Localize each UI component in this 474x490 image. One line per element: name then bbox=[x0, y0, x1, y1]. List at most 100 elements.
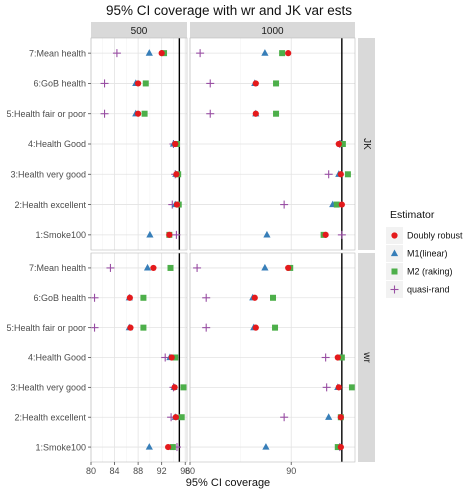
point-dr bbox=[335, 384, 342, 391]
point-dr bbox=[285, 50, 292, 57]
panel-border bbox=[189, 252, 356, 463]
point-dr bbox=[252, 80, 259, 87]
panel-border bbox=[189, 37, 356, 251]
point-qr bbox=[280, 200, 289, 209]
x-tick-label: 80 bbox=[86, 466, 96, 476]
point-m2 bbox=[141, 110, 148, 117]
point-m2 bbox=[172, 354, 179, 361]
point-dr bbox=[252, 324, 259, 331]
strip-right-bg bbox=[358, 253, 375, 462]
point-qr bbox=[112, 49, 121, 58]
point-dr bbox=[173, 201, 181, 208]
point-qr bbox=[206, 109, 215, 118]
point-dr bbox=[135, 110, 142, 117]
point-dr bbox=[126, 294, 133, 301]
point-m2 bbox=[348, 384, 355, 391]
point-m2 bbox=[180, 384, 187, 391]
strip-top-label: 500 bbox=[131, 26, 148, 37]
y-tick-label: 1:Smoke100 bbox=[35, 442, 86, 452]
point-dr bbox=[173, 171, 180, 178]
y-tick-label: 3:Health very good bbox=[10, 383, 86, 393]
y-tick-label: 2:Health excellent bbox=[14, 200, 86, 210]
point-dr bbox=[166, 231, 173, 238]
point-m2 bbox=[140, 324, 147, 331]
point-m1 bbox=[261, 263, 269, 271]
point-m1 bbox=[143, 263, 152, 271]
point-m1 bbox=[263, 230, 271, 238]
point-m2 bbox=[272, 324, 279, 331]
point-dr bbox=[127, 324, 134, 331]
y-tick-label: 7:Mean health bbox=[29, 48, 86, 58]
strip-right-bg bbox=[358, 38, 375, 250]
plot-area: 500 1000 JK wr 7:Mean health 6:GoB health 5:He… bbox=[6, 22, 375, 476]
point-qr bbox=[100, 79, 109, 88]
strip-top-label: 1000 bbox=[261, 26, 284, 37]
point-dr bbox=[335, 140, 342, 148]
point-m1 bbox=[145, 443, 153, 450]
point-m2 bbox=[142, 80, 149, 87]
point-dr bbox=[172, 140, 179, 148]
chart-title: 95% CI coverage with wr and JK var ests bbox=[106, 3, 352, 18]
point-m2 bbox=[338, 354, 345, 361]
legend-key-m1 bbox=[390, 249, 399, 257]
point-dr bbox=[334, 354, 341, 361]
point-m1 bbox=[325, 413, 333, 420]
y-tick-label: 6:GoB health bbox=[33, 293, 86, 303]
point-qr bbox=[172, 230, 181, 239]
point-dr bbox=[168, 354, 175, 361]
legend: Estimator Doubly robust M1(linear) M2 (raki… bbox=[386, 209, 463, 298]
point-qr bbox=[321, 353, 330, 362]
point-m1 bbox=[145, 49, 153, 56]
legend-label: M1(linear) bbox=[407, 249, 448, 259]
point-m2 bbox=[344, 171, 351, 178]
legend-title: Estimator bbox=[390, 209, 435, 221]
point-dr bbox=[337, 414, 344, 421]
point-m2 bbox=[273, 110, 280, 117]
strip-right-label: wr bbox=[361, 351, 372, 363]
legend-key-m2 bbox=[391, 268, 398, 275]
y-tick-label: 4:Health Good bbox=[28, 139, 86, 149]
point-qr bbox=[206, 79, 215, 88]
point-m2 bbox=[178, 414, 185, 421]
point-m2 bbox=[167, 264, 174, 271]
y-tick-label: 3:Health very good bbox=[10, 169, 86, 179]
point-qr bbox=[280, 413, 289, 422]
point-dr bbox=[135, 80, 142, 87]
y-tick-label: 4:Health Good bbox=[28, 353, 86, 363]
point-dr bbox=[322, 231, 329, 238]
point-qr bbox=[337, 230, 346, 239]
panel-JK-1000 bbox=[189, 37, 356, 251]
point-dr bbox=[285, 264, 292, 272]
legend-label: Doubly robust bbox=[407, 231, 463, 241]
point-dr bbox=[251, 294, 258, 301]
point-m1 bbox=[262, 443, 270, 450]
point-dr bbox=[171, 384, 178, 391]
point-dr bbox=[158, 50, 165, 57]
point-qr bbox=[90, 293, 99, 302]
x-tick-label: 96 bbox=[180, 466, 190, 476]
y-tick-label: 5:Health fair or poor bbox=[6, 109, 86, 119]
point-dr bbox=[165, 443, 172, 451]
strip-top-bg bbox=[91, 22, 187, 38]
point-dr bbox=[337, 443, 344, 451]
point-m2 bbox=[339, 141, 346, 147]
legend-key-dr bbox=[391, 232, 398, 239]
point-m2 bbox=[333, 201, 340, 208]
point-qr bbox=[100, 109, 109, 118]
point-qr bbox=[324, 170, 333, 179]
point-m2 bbox=[273, 80, 280, 87]
x-tick-label: 80 bbox=[185, 466, 195, 476]
point-m1 bbox=[261, 49, 269, 56]
y-tick-label: 5:Health fair or poor bbox=[6, 323, 86, 333]
point-dr bbox=[150, 264, 157, 272]
panel-JK-500 bbox=[90, 37, 188, 251]
point-qr bbox=[202, 293, 211, 302]
point-m2 bbox=[140, 294, 147, 301]
y-tick-label: 7:Mean health bbox=[29, 263, 86, 273]
strip-right-label: JK bbox=[361, 138, 372, 150]
point-dr bbox=[172, 414, 179, 421]
legend-label: quasi-rand bbox=[407, 285, 450, 295]
strip-top-bg bbox=[190, 22, 355, 38]
point-dr bbox=[252, 110, 259, 117]
